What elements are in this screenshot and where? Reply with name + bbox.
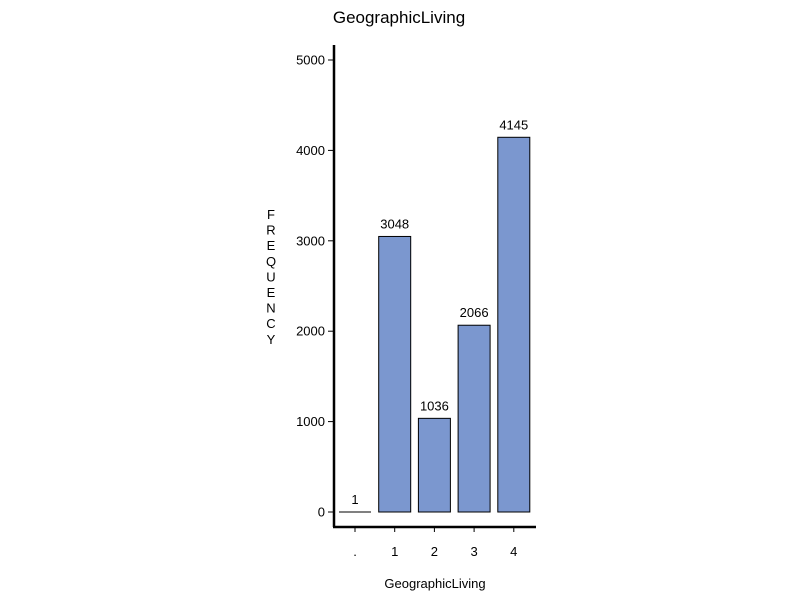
bar-data-label: 1 bbox=[351, 492, 358, 507]
y-tick-label: 2000 bbox=[296, 324, 325, 339]
bar-data-label: 4145 bbox=[499, 117, 528, 132]
bar bbox=[457, 324, 491, 513]
y-axis-ticks: 0 1000 2000 3000 4000 5000 bbox=[296, 53, 334, 520]
bar-data-label: 2066 bbox=[460, 305, 489, 320]
bar bbox=[497, 136, 531, 513]
y-tick-label: 0 bbox=[318, 505, 325, 520]
x-tick-label: 1 bbox=[391, 544, 398, 559]
x-axis-label: GeographicLiving bbox=[384, 576, 485, 591]
x-tick-label: 3 bbox=[470, 544, 477, 559]
y-tick-label: 3000 bbox=[296, 233, 325, 248]
bar bbox=[378, 235, 412, 513]
y-tick-label: 4000 bbox=[296, 143, 325, 158]
x-tick-label: 2 bbox=[431, 544, 438, 559]
y-tick-label: 1000 bbox=[296, 414, 325, 429]
bar bbox=[417, 417, 451, 513]
x-tick-label: 4 bbox=[510, 544, 517, 559]
y-tick-label: 5000 bbox=[296, 53, 325, 68]
x-axis-ticks: . 1 2 3 4 bbox=[353, 527, 517, 559]
bar-data-label: 1036 bbox=[420, 398, 449, 413]
chart-title: GeographicLiving bbox=[333, 8, 465, 27]
bar-data-label: 3048 bbox=[380, 216, 409, 231]
bars: 1 3048 1036 2066 4145 bbox=[339, 117, 531, 513]
x-tick-label: . bbox=[353, 544, 357, 559]
